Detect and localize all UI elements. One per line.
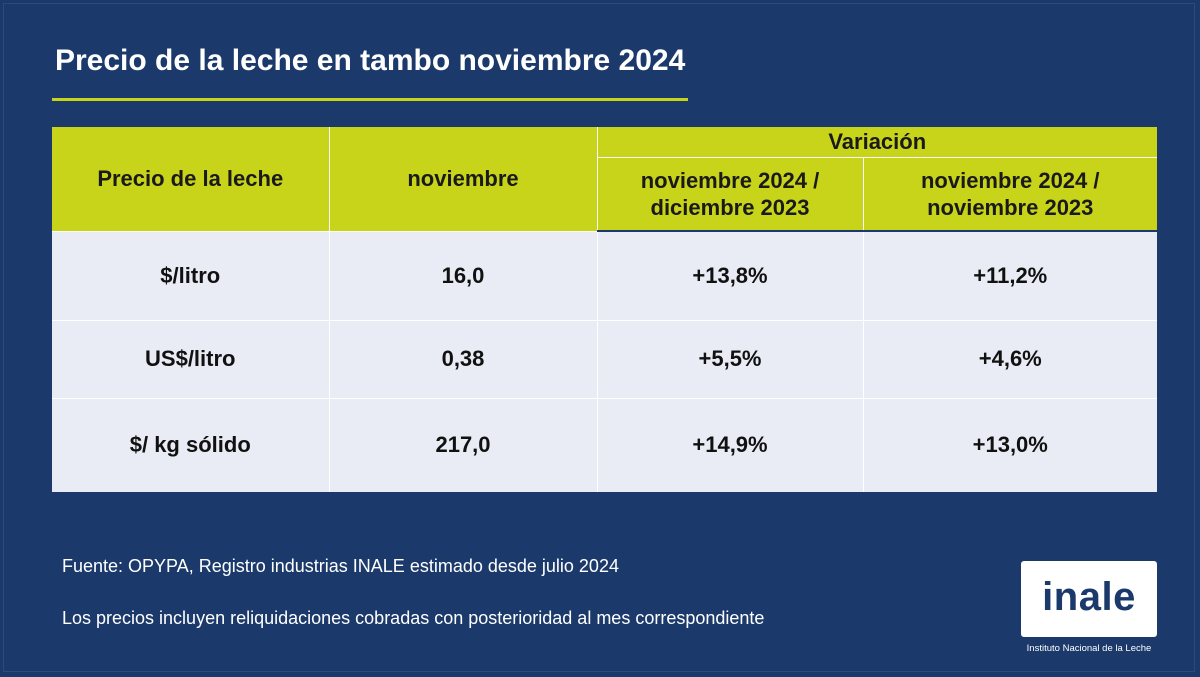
- table-row: US$/litro 0,38 +5,5% +4,6%: [52, 319, 1157, 398]
- title-underline: [52, 98, 688, 101]
- row-var-1: +13,8%: [596, 230, 863, 320]
- logo-wordmark: inale: [1042, 575, 1136, 619]
- header-var-1-line2: diciembre 2023: [650, 194, 810, 220]
- source-note: Fuente: OPYPA, Registro industrias INALE…: [62, 556, 619, 576]
- row-value: 16,0: [328, 230, 597, 320]
- price-table: Precio de la leche noviembre Variación n…: [52, 127, 1157, 492]
- row-label: US$/litro: [52, 319, 329, 398]
- header-var-1: noviembre 2024 / diciembre 2023: [596, 156, 863, 232]
- header-month: noviembre: [328, 127, 597, 231]
- row-var-1: +5,5%: [596, 319, 863, 398]
- row-label: $/ kg sólido: [52, 397, 329, 492]
- header-price: Precio de la leche: [52, 127, 329, 231]
- price-note: Los precios incluyen reliquidaciones cob…: [62, 608, 765, 628]
- row-value: 0,38: [328, 319, 597, 398]
- table-row: $/litro 16,0 +13,8% +11,2%: [52, 230, 1157, 320]
- header-var-2-line1: noviembre 2024 /: [920, 167, 1100, 193]
- logo-subtitle: Instituto Nacional de la Leche: [1026, 643, 1152, 654]
- header-variation: Variación: [596, 127, 1157, 157]
- inale-logo: inale: [1021, 561, 1157, 637]
- row-var-2: +13,0%: [862, 397, 1157, 492]
- header-var-2-line2: noviembre 2023: [927, 194, 1094, 220]
- page-title: Precio de la leche en tambo noviembre 20…: [55, 44, 686, 77]
- table-row: $/ kg sólido 217,0 +14,9% +13,0%: [52, 397, 1157, 492]
- header-var-1-line1: noviembre 2024 /: [640, 167, 820, 193]
- row-var-2: +11,2%: [862, 230, 1157, 320]
- slide-frame: [3, 3, 1195, 672]
- header-var-2: noviembre 2024 / noviembre 2023: [862, 156, 1157, 232]
- row-var-2: +4,6%: [862, 319, 1157, 398]
- row-value: 217,0: [328, 397, 597, 492]
- row-var-1: +14,9%: [596, 397, 863, 492]
- row-label: $/litro: [52, 230, 329, 320]
